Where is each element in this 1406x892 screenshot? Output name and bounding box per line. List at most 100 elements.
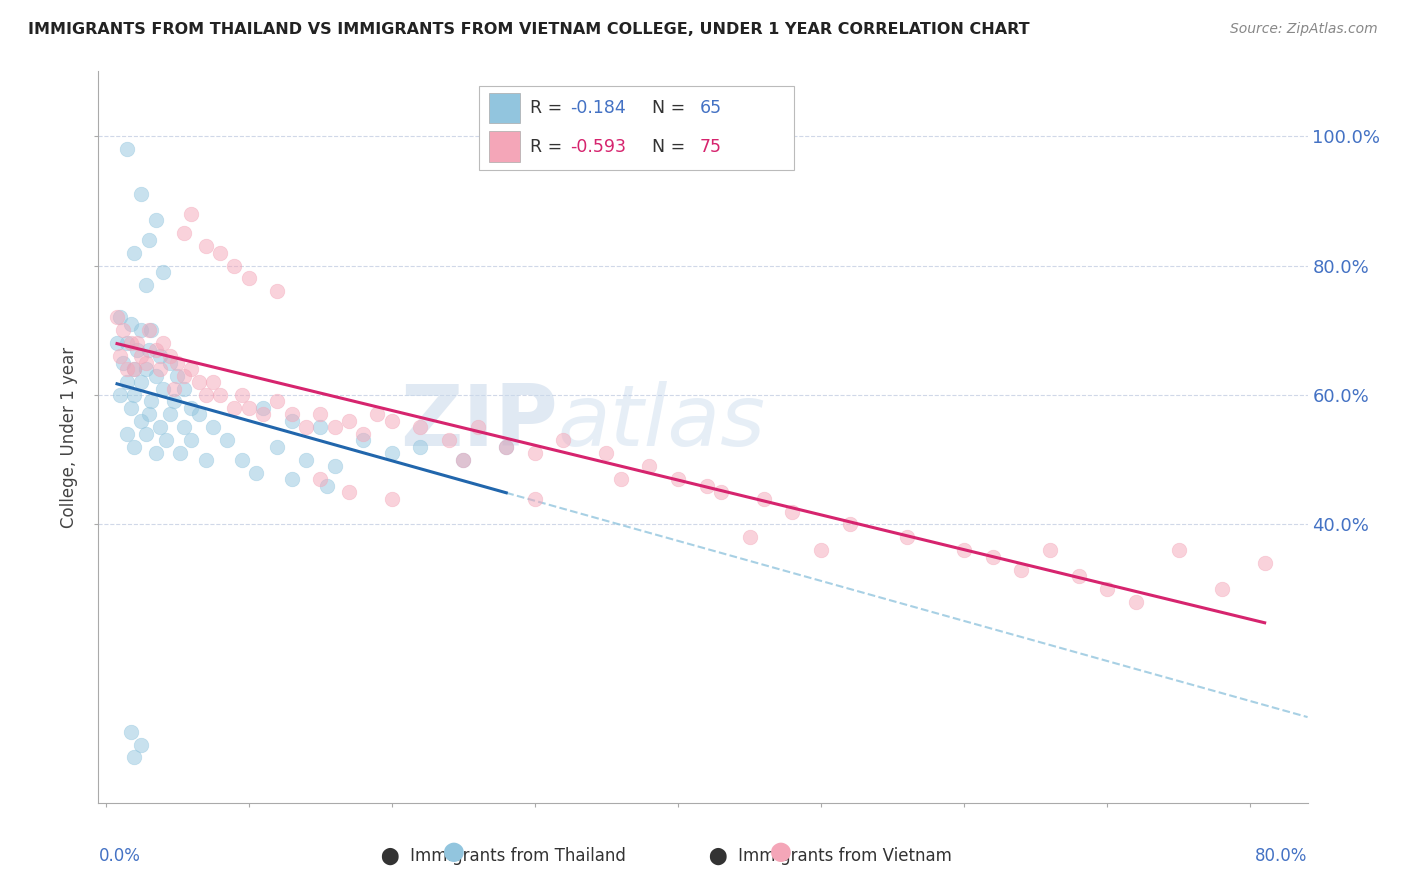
Point (201, 375, 224, 389)
Point (135, 362, 157, 376)
Point (381, 491, 404, 506)
Point (115, 142, 138, 156)
Point (173, 420, 195, 434)
Point (224, 401, 246, 415)
Point (115, 375, 138, 389)
Point (238, 401, 260, 415)
Point (131, 738, 153, 752)
Point (280, 472, 302, 486)
Point (138, 323, 160, 337)
Point (495, 440, 517, 454)
Point (201, 420, 224, 434)
Point (495, 440, 517, 454)
Point (138, 408, 160, 422)
Point (122, 245, 145, 260)
Point (896, 530, 918, 544)
Point (194, 388, 217, 402)
Point (159, 408, 181, 422)
Point (323, 459, 346, 474)
Point (173, 382, 195, 396)
Point (180, 434, 202, 448)
Point (159, 349, 181, 363)
Point (180, 362, 202, 376)
Point (266, 285, 288, 299)
Point (131, 349, 153, 363)
Point (108, 310, 131, 325)
Text: IMMIGRANTS FROM THAILAND VS IMMIGRANTS FROM VIETNAM COLLEGE, UNDER 1 YEAR CORREL: IMMIGRANTS FROM THAILAND VS IMMIGRANTS F… (28, 22, 1029, 37)
Text: ⬤  Immigrants from Vietnam: ⬤ Immigrants from Vietnam (709, 847, 952, 865)
Point (1125, 595, 1147, 609)
Point (409, 440, 432, 454)
Point (131, 187, 153, 202)
Point (180, 207, 202, 221)
Point (309, 420, 332, 434)
Text: ⬤  Immigrants from Thailand: ⬤ Immigrants from Thailand (381, 847, 626, 865)
Point (295, 452, 318, 467)
Point (108, 349, 131, 363)
Point (155, 434, 177, 448)
Point (453, 452, 475, 467)
Point (135, 426, 157, 441)
Point (149, 349, 172, 363)
Point (108, 388, 131, 402)
Point (309, 472, 332, 486)
Point (280, 414, 302, 428)
Point (523, 446, 546, 460)
Point (122, 362, 145, 376)
Point (163, 382, 186, 396)
Point (595, 446, 617, 460)
Point (145, 213, 167, 227)
Point (152, 265, 174, 279)
Point (149, 420, 172, 434)
Point (316, 478, 339, 492)
Point (166, 368, 188, 383)
Point (141, 323, 163, 337)
Point (409, 420, 432, 434)
Point (953, 543, 976, 558)
Point (115, 336, 138, 351)
Point (194, 239, 217, 253)
Point (145, 343, 167, 357)
Text: ⬤: ⬤ (443, 843, 465, 863)
Point (141, 394, 163, 409)
Point (122, 440, 145, 454)
Point (115, 362, 138, 376)
Point (149, 362, 172, 376)
Point (696, 478, 718, 492)
Point (209, 245, 232, 260)
Point (111, 323, 134, 337)
Point (125, 343, 148, 357)
Point (180, 401, 202, 415)
Point (115, 426, 138, 441)
Point (838, 517, 860, 532)
Point (169, 446, 191, 460)
Point (295, 420, 318, 434)
Point (138, 233, 160, 247)
Point (1097, 582, 1119, 597)
Point (138, 343, 160, 357)
Point (810, 543, 832, 558)
Point (309, 408, 332, 422)
Point (381, 414, 404, 428)
Point (337, 485, 360, 500)
Point (366, 408, 388, 422)
Point (782, 504, 804, 518)
Point (245, 466, 267, 480)
Point (163, 394, 186, 409)
Point (252, 401, 274, 415)
Point (120, 336, 142, 351)
Point (152, 336, 174, 351)
Point (224, 259, 246, 273)
Point (152, 382, 174, 396)
Point (120, 724, 142, 739)
Text: 0.0%: 0.0% (98, 847, 141, 864)
Point (1010, 563, 1032, 577)
Point (638, 459, 661, 474)
Point (122, 362, 145, 376)
Point (131, 414, 153, 428)
Point (266, 440, 288, 454)
Y-axis label: College, Under 1 year: College, Under 1 year (60, 346, 79, 528)
Point (125, 336, 148, 351)
Point (710, 485, 733, 500)
Point (187, 375, 209, 389)
